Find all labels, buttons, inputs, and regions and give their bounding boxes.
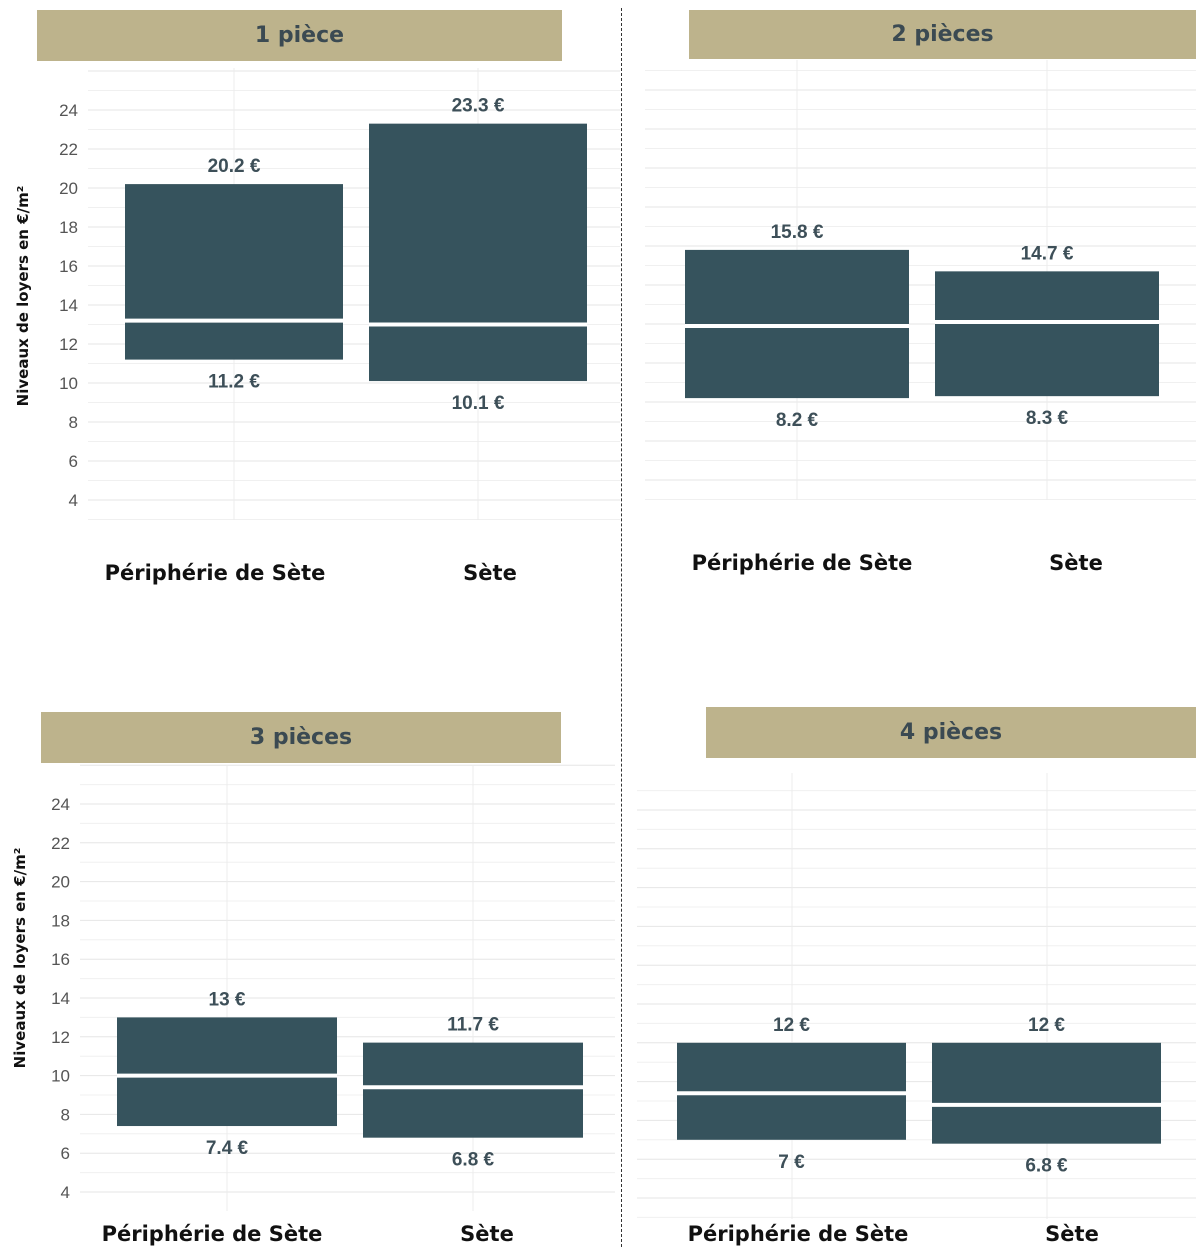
category-label-3-sete: Sète — [460, 1222, 514, 1246]
category-label-4-sete: Sète — [1045, 1222, 1099, 1246]
y-tick-label: 18 — [51, 911, 70, 930]
data-label-high: 12 € — [1028, 1015, 1065, 1036]
data-label-low: 7 € — [778, 1152, 805, 1173]
y-tick-label: 20 — [51, 873, 70, 892]
y-tick-label: 4 — [61, 1183, 70, 1202]
data-label-low: 7.4 € — [206, 1138, 249, 1159]
data-label-high: 13 € — [209, 989, 246, 1010]
data-label-low: 8.2 € — [776, 410, 819, 431]
panel-divider — [621, 8, 622, 1247]
range-bar — [117, 1017, 337, 1127]
range-bar — [363, 1042, 583, 1138]
y-tick-label: 8 — [61, 1105, 70, 1124]
data-label-low: 6.8 € — [452, 1150, 495, 1171]
category-label-2-sete: Sète — [1049, 551, 1103, 575]
data-label-low: 6.8 € — [1025, 1156, 1068, 1177]
y-tick-label: 20 — [59, 179, 78, 198]
category-label-3-periph: Périphérie de Sète — [101, 1222, 323, 1246]
y-tick-label: 12 — [51, 1028, 70, 1047]
category-label-1-periph: Périphérie de Sète — [104, 561, 326, 585]
y-tick-label: 24 — [51, 795, 70, 814]
y-tick-label: 16 — [51, 950, 70, 969]
range-bar — [935, 271, 1159, 397]
chart-panel-4-plot: 12 € 7 € 12 € 6.8 € — [637, 773, 1196, 1219]
y-axis-title-1: Niveaux de loyers en €/m² — [14, 185, 32, 407]
data-label-low: 8.3 € — [1026, 408, 1069, 429]
range-bar — [369, 123, 587, 382]
category-label-2-periph: Périphérie de Sète — [691, 551, 913, 575]
y-tick-label: 8 — [69, 413, 78, 432]
y-tick-label: 10 — [51, 1067, 70, 1086]
panel-title-4: 4 pièces — [706, 707, 1196, 758]
y-tick-label: 6 — [69, 452, 78, 471]
data-label-high: 11.7 € — [447, 1015, 499, 1036]
range-bar — [932, 1042, 1161, 1144]
range-bar — [125, 184, 343, 360]
y-axis-title-3: Niveaux de loyers en €/m² — [11, 847, 29, 1069]
y-tick-label: 10 — [59, 374, 78, 393]
data-label-low: 11.2 € — [208, 372, 260, 393]
y-tick-label: 18 — [59, 218, 78, 237]
data-label-high: 20.2 € — [208, 156, 261, 177]
y-tick-label: 6 — [61, 1144, 70, 1163]
y-tick-label: 22 — [51, 834, 70, 853]
panel-title-1: 1 pièce — [37, 10, 562, 61]
y-tick-label: 22 — [59, 140, 78, 159]
y-tick-label: 24 — [59, 101, 78, 120]
data-label-high: 23.3 € — [452, 96, 505, 117]
data-label-high: 14.7 € — [1021, 243, 1074, 264]
y-tick-label: 4 — [69, 491, 78, 510]
data-label-high: 12 € — [773, 1015, 810, 1036]
chart-panel-3-plot: 4 6 8 10 12 14 16 18 20 22 24 13 € 7.4 € 11.7 € 6.8 € — [51, 764, 615, 1211]
category-label-1-sete: Sète — [463, 561, 517, 585]
data-label-high: 15.8 € — [771, 222, 824, 243]
data-label-low: 10.1 € — [452, 393, 505, 414]
y-tick-label: 14 — [51, 989, 70, 1008]
chart-panel-2-plot: 15.8 € 8.2 € 14.7 € 8.3 € — [645, 60, 1196, 500]
category-label-4-periph: Périphérie de Sète — [687, 1222, 909, 1246]
y-tick-label: 14 — [59, 296, 78, 315]
panel-title-3: 3 pièces — [41, 712, 561, 763]
panel-title-2: 2 pièces — [689, 10, 1196, 59]
y-tick-label: 12 — [59, 335, 78, 354]
y-tick-label: 16 — [59, 257, 78, 276]
chart-panel-1-plot: 4 6 8 10 12 14 16 18 20 22 24 20.2 € 11.2 € 23.3 € 10.… — [59, 68, 620, 520]
